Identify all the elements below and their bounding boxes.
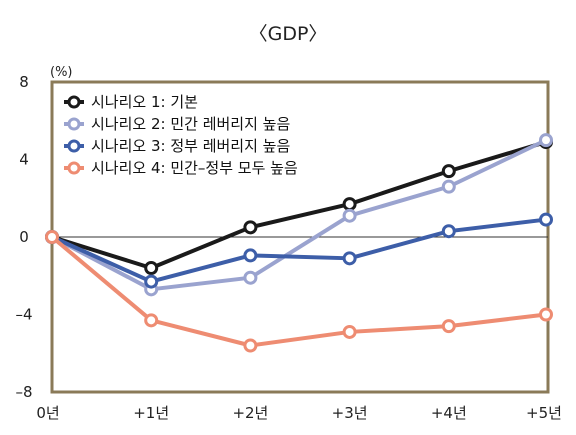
- data-point: [441, 164, 456, 179]
- data-point: [144, 313, 159, 328]
- data-point: [342, 197, 357, 212]
- series-line: [50, 235, 547, 348]
- data-point: [441, 319, 456, 334]
- data-point: [45, 230, 59, 244]
- data-point: [539, 212, 553, 227]
- data-point: [342, 324, 357, 339]
- data-point: [342, 251, 357, 266]
- legend-item-3: 시나리오 3: 정부 레버리지 높음: [64, 137, 290, 155]
- x-tick-label: +5년: [526, 404, 562, 422]
- series-lines: [45, 133, 553, 353]
- data-point: [144, 274, 159, 289]
- y-tick-label: –4: [15, 306, 32, 324]
- data-point: [441, 179, 456, 194]
- data-point: [539, 307, 553, 322]
- legend-item-2: 시나리오 2: 민간 레버리지 높음: [64, 115, 290, 133]
- x-tick-label: +2년: [232, 404, 268, 422]
- x-tick-label: +3년: [332, 404, 368, 422]
- data-point: [342, 208, 357, 223]
- data-point: [243, 270, 258, 285]
- axis-ticks: 8 4 0 –4 –80년 +1년 +2년 +3년 +4년 +5년: [15, 73, 561, 422]
- data-point: [539, 133, 553, 148]
- series-line: [51, 217, 547, 284]
- data-point: [243, 338, 258, 353]
- data-point: [441, 224, 456, 239]
- legend-label: 시나리오 2: 민간 레버리지 높음: [91, 115, 290, 133]
- y-tick-label: –8: [15, 383, 32, 401]
- legend-label: 시나리오 1: 기본: [91, 93, 198, 111]
- series-1: [45, 135, 553, 275]
- legend-label: 시나리오 4: 민간–정부 모두 높음: [91, 159, 298, 177]
- legend-item-4: 시나리오 4: 민간–정부 모두 높음: [64, 159, 298, 177]
- series-line: [51, 140, 547, 270]
- data-point: [243, 248, 258, 263]
- x-tick-label: 0년: [36, 404, 59, 422]
- series-4: [45, 230, 553, 353]
- legend-swatch-marker: [67, 161, 81, 175]
- series-line: [51, 138, 547, 292]
- data-point: [144, 261, 159, 275]
- y-tick-label: 8: [19, 73, 29, 91]
- data-point: [243, 220, 258, 235]
- y-tick-label: 4: [19, 151, 29, 169]
- y-tick-label: 0: [19, 228, 29, 246]
- legend-swatch-marker: [67, 95, 81, 109]
- x-tick-label: +4년: [431, 404, 467, 422]
- legend-item-1: 시나리오 1: 기본: [64, 93, 198, 111]
- x-tick-label: +1년: [133, 404, 169, 422]
- legend-swatch-marker: [67, 139, 81, 153]
- legend-swatch-marker: [67, 117, 81, 131]
- y-unit-label: (%): [50, 65, 73, 80]
- chart-title: 〈GDP〉: [249, 23, 328, 45]
- legend-label: 시나리오 3: 정부 레버리지 높음: [91, 137, 290, 155]
